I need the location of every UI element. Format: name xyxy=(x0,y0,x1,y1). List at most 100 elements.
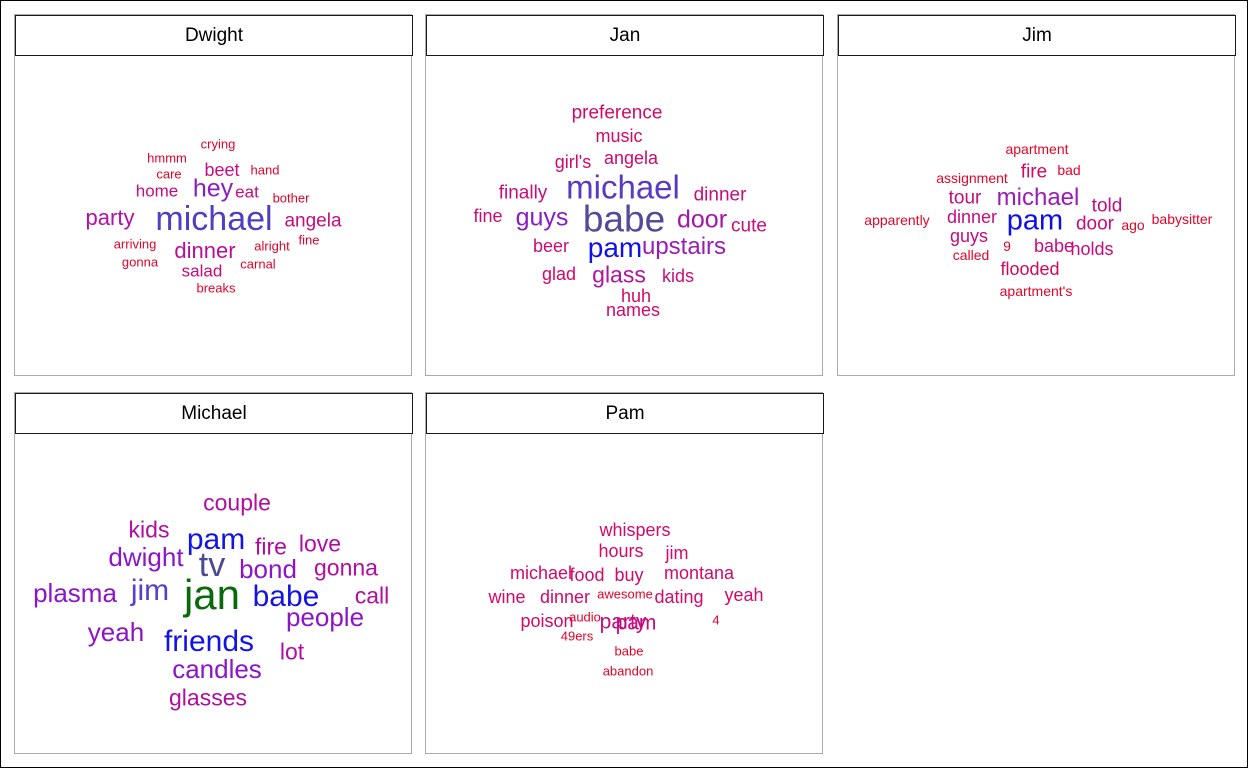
word-cute: cute xyxy=(731,215,767,237)
word-arriving: arriving xyxy=(113,236,157,252)
word-guys: guys xyxy=(515,203,569,232)
word-yeah: yeah xyxy=(87,617,145,647)
word-angela: angela xyxy=(603,148,659,168)
word-dating: dating xyxy=(654,587,704,607)
word-pam: pam xyxy=(615,611,657,635)
word-angela: angela xyxy=(284,210,342,232)
word-babysitter: babysitter xyxy=(1151,211,1213,227)
word-huh: huh xyxy=(620,286,652,306)
word-babe: babe xyxy=(252,580,320,613)
word-audio: audio xyxy=(569,609,601,625)
word-called: called xyxy=(952,247,990,263)
word-food: food xyxy=(569,565,605,585)
word-people: people xyxy=(285,602,365,632)
word-dinner: dinner xyxy=(946,207,998,227)
word-cloud: pam party whispers hours food buy montana wine d… xyxy=(426,434,824,755)
word-fine: fine xyxy=(473,206,503,226)
word-apparently: apparently xyxy=(864,212,930,228)
word-candles: candles xyxy=(172,654,262,684)
word-cloud: babe michael pam guys door upstairs glass dinne… xyxy=(426,56,824,377)
word-pam: pam xyxy=(186,523,246,556)
word-kids: kids xyxy=(128,516,170,543)
word-cloud: jan tv pam babe jim friends bond dwight plasma pe… xyxy=(15,434,413,755)
word-jim: jim xyxy=(130,574,170,607)
word-dinner: dinner xyxy=(539,587,591,607)
word-yeah: yeah xyxy=(724,585,764,605)
word-fine: fine xyxy=(298,232,320,248)
word-home: home xyxy=(135,181,179,201)
word-assignment: assignment xyxy=(936,170,1008,186)
word-beet: beet xyxy=(204,160,240,180)
word-music: music xyxy=(595,126,643,146)
word-abandon: abandon xyxy=(602,663,654,679)
word-ago: ago xyxy=(1121,217,1145,233)
word-hand: hand xyxy=(250,162,280,178)
word-breaks: breaks xyxy=(196,280,236,296)
word-dwight: dwight xyxy=(108,542,184,572)
word-lot: lot xyxy=(279,638,305,665)
word-tv: tv xyxy=(198,546,226,584)
word-49ers: 49ers xyxy=(560,628,594,644)
panel-jim: Jim pam michael tour dinner guys door told babe… xyxy=(837,14,1236,377)
panel-title: Pam xyxy=(426,393,824,434)
word-babe: babe xyxy=(582,198,666,240)
word-party: party xyxy=(599,610,647,634)
word-door: door xyxy=(1075,213,1115,235)
panel-jan: Jan babe michael pam guys door upstairs glass d… xyxy=(425,14,824,377)
word-glad: glad xyxy=(541,264,577,284)
word-upstairs: upstairs xyxy=(641,233,727,260)
word-pam: pam xyxy=(587,232,643,263)
word-crying: crying xyxy=(200,136,236,152)
word-montana: montana xyxy=(663,563,735,583)
word-girl-s: girl's xyxy=(554,152,592,172)
word-eat: eat xyxy=(235,182,259,202)
word-door: door xyxy=(676,205,728,234)
word-cloud: pam michael tour dinner guys door told babe hold… xyxy=(838,56,1236,377)
word-whispers: whispers xyxy=(599,520,671,540)
word-hmmm: hmmm xyxy=(147,150,187,166)
word-holds: holds xyxy=(1070,239,1114,259)
panel-title: Michael xyxy=(15,393,413,434)
panel-pam: Pam pam party whispers hours food buy montana w… xyxy=(425,392,824,755)
word-9: 9 xyxy=(1003,238,1011,254)
panel-title: Jan xyxy=(426,15,824,56)
word-4: 4 xyxy=(712,612,720,628)
word-love: love xyxy=(298,530,342,557)
word-pam: pam xyxy=(1006,204,1064,237)
word-awesome: awesome xyxy=(597,586,653,602)
word-hours: hours xyxy=(598,541,644,561)
word-apartment-s: apartment's xyxy=(999,283,1073,299)
word-beer: beer xyxy=(532,236,570,256)
word-told: told xyxy=(1091,195,1123,217)
word-care: care xyxy=(156,166,182,182)
word-plasma: plasma xyxy=(33,578,117,608)
word-michael: michael xyxy=(155,200,273,238)
word-kids: kids xyxy=(661,266,695,286)
word-bad: bad xyxy=(1057,162,1081,178)
word-finally: finally xyxy=(498,182,548,204)
word-michael: michael xyxy=(509,563,573,583)
word-tour: tour xyxy=(948,187,982,209)
word-hey: hey xyxy=(192,174,234,203)
word-jan: jan xyxy=(183,571,241,618)
word-bond: bond xyxy=(239,554,297,584)
word-dinner: dinner xyxy=(693,184,747,206)
word-dinner: dinner xyxy=(174,238,236,263)
word-party: party xyxy=(85,205,135,230)
panel-michael: Michael jan tv pam babe jim friends bond dwight… xyxy=(14,392,413,755)
word-michael: michael xyxy=(996,184,1080,211)
word-flooded: flooded xyxy=(1000,259,1060,279)
word-babe: babe xyxy=(1033,236,1075,256)
word-gonna: gonna xyxy=(121,254,159,270)
word-names: names xyxy=(605,300,661,320)
word-cloud: michael hey party dinner angela beet home eat sa… xyxy=(15,56,413,377)
word-couple: couple xyxy=(203,489,271,516)
panel-title: Jim xyxy=(838,15,1236,56)
word-call: call xyxy=(354,582,390,609)
word-gonna: gonna xyxy=(314,554,378,581)
panel-title: Dwight xyxy=(15,15,413,56)
word-salad: salad xyxy=(181,261,223,281)
word-glasses: glasses xyxy=(169,684,247,711)
word-carnal: carnal xyxy=(240,256,276,272)
